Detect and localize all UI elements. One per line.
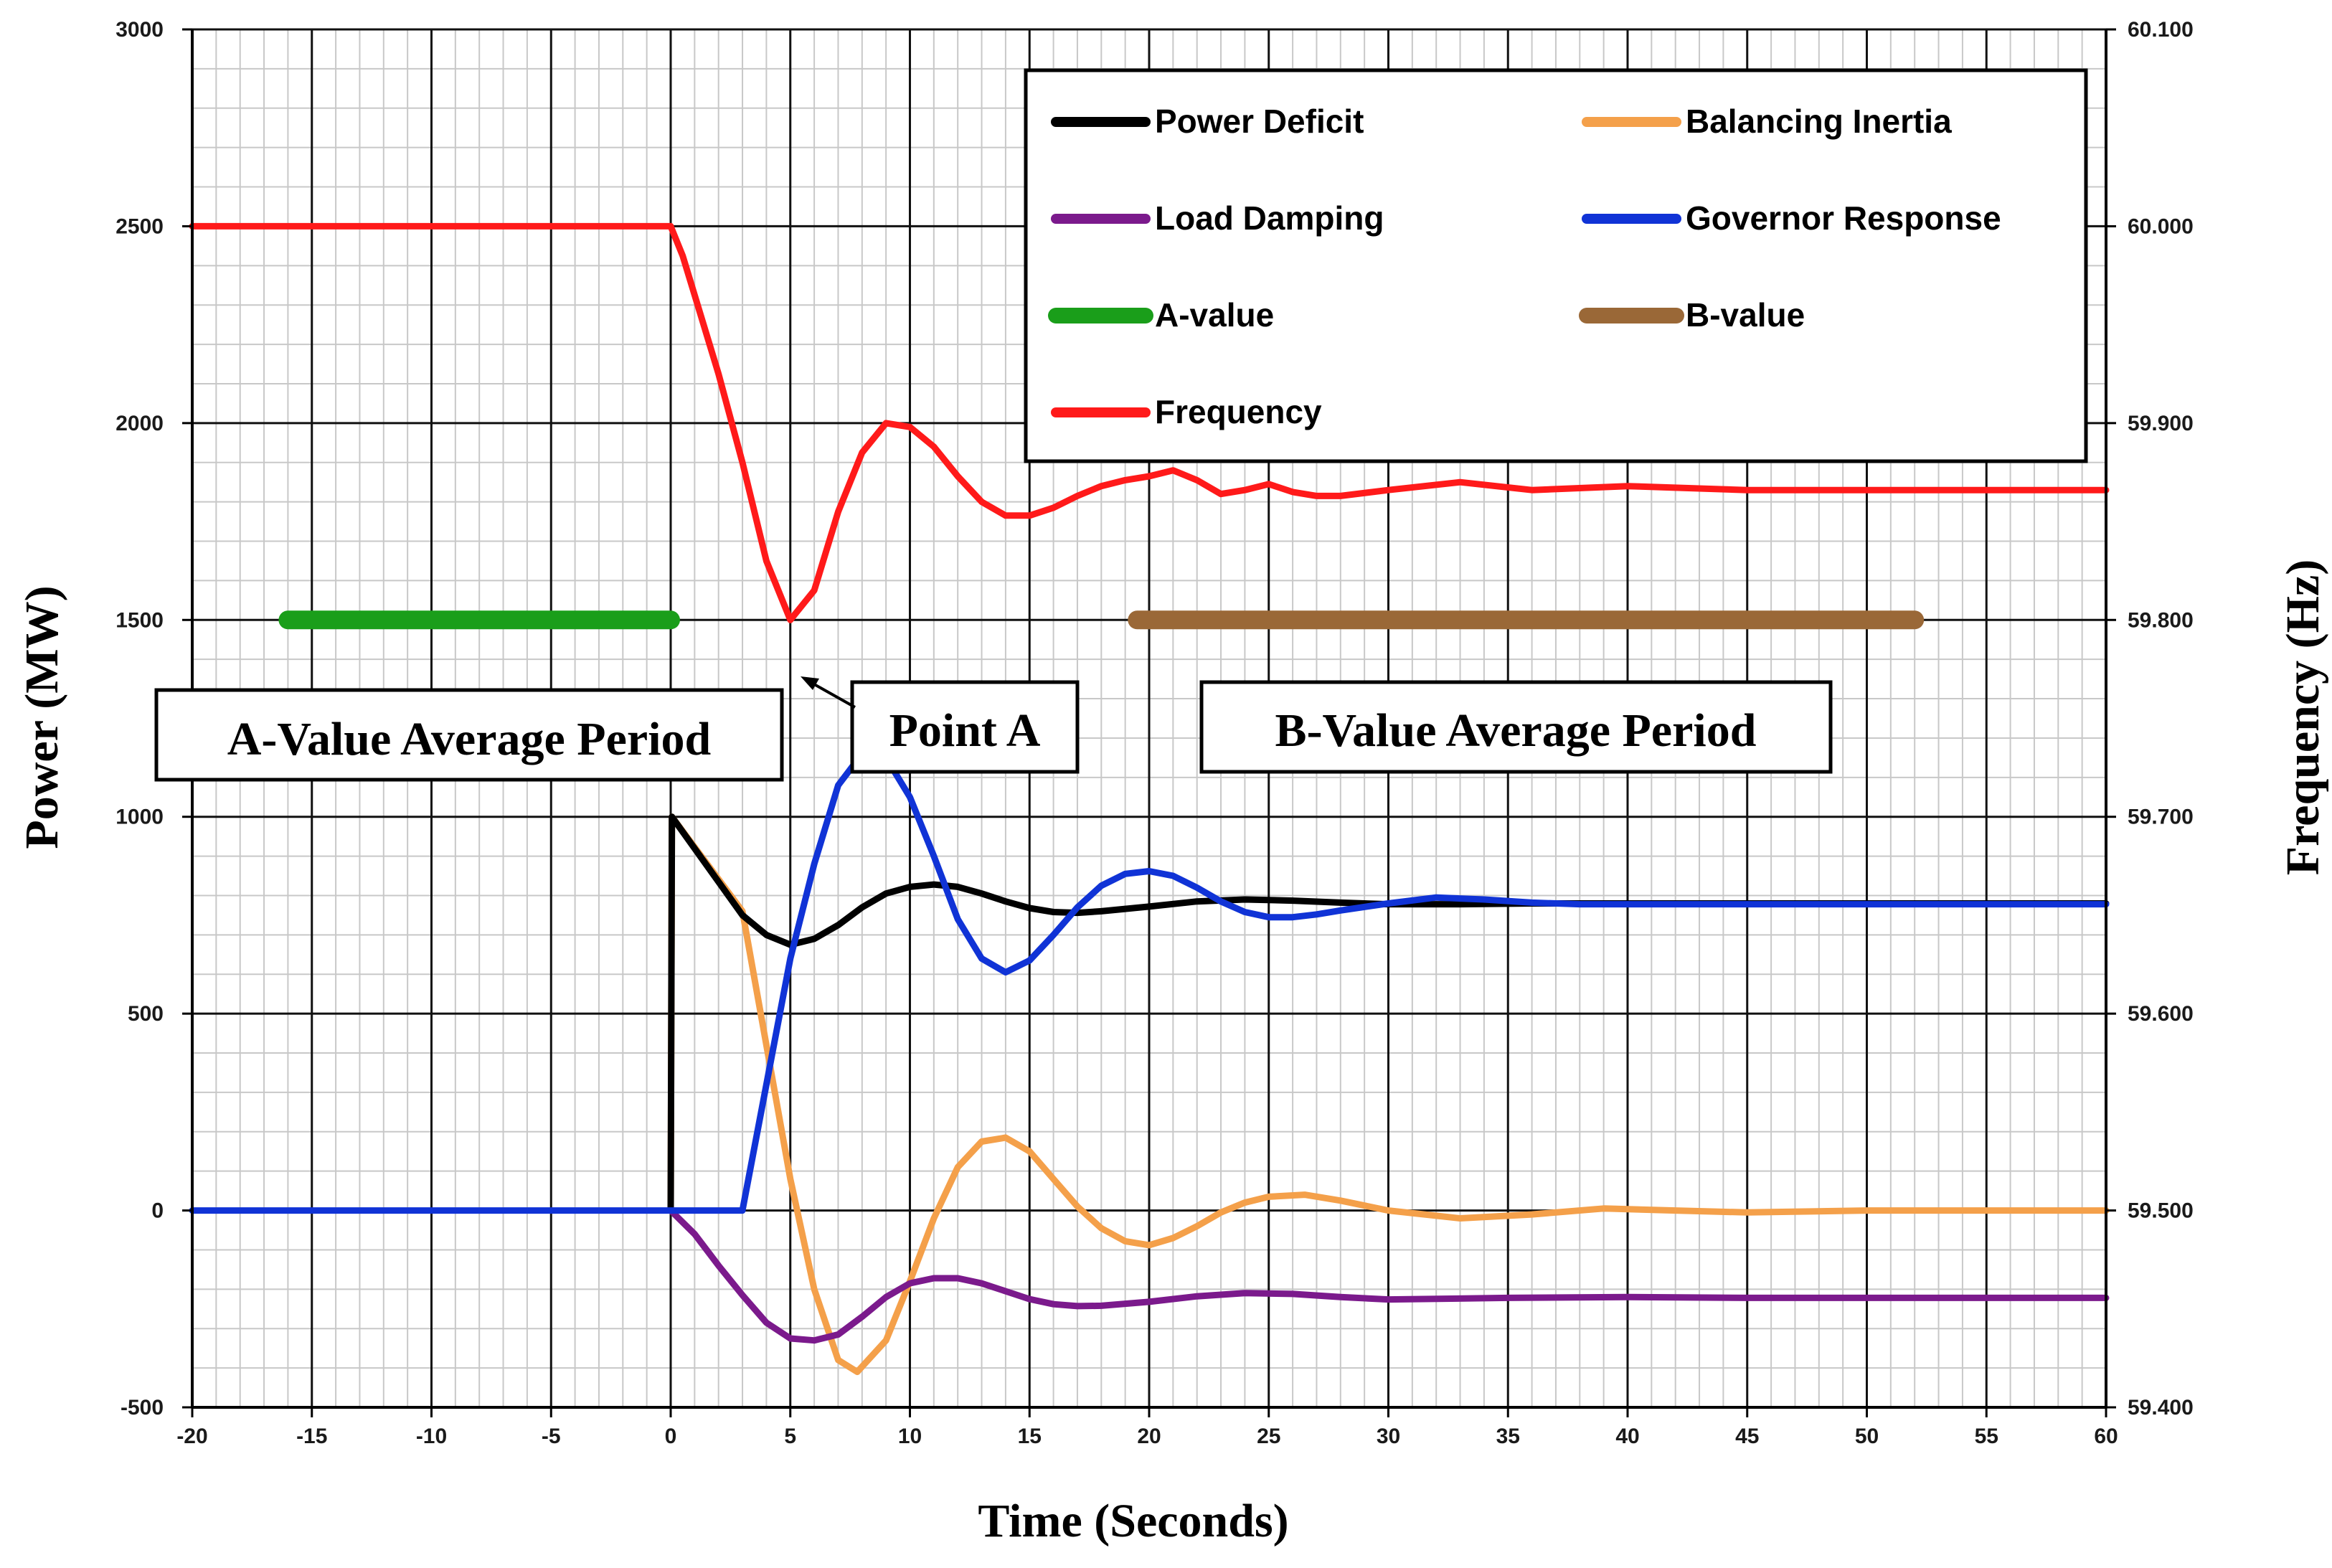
legend-label-governor-response: Governor Response (1686, 199, 2001, 237)
y2-tick-label: 59.800 (2128, 608, 2194, 632)
y2-tick-label: 59.900 (2128, 412, 2194, 435)
legend-label-power-deficit: Power Deficit (1155, 103, 1364, 140)
legend: Power Deficit Balancing Inertia Load Dam… (1024, 68, 2088, 463)
legend-item-power-deficit: Power Deficit (1051, 103, 1364, 140)
legend-label-a-value: A-value (1155, 296, 1274, 334)
series-layer (189, 222, 2110, 1376)
x-tick-label: 20 (1137, 1425, 1161, 1448)
x-tick-label: 60 (2094, 1425, 2118, 1448)
legend-item-balancing-inertia: Balancing Inertia (1582, 103, 1952, 140)
x-tick-label: -15 (296, 1425, 327, 1448)
y2-tick-label: 59.600 (2128, 1002, 2194, 1026)
x-tick-label: 5 (784, 1425, 796, 1448)
y2-tick-label: 59.700 (2128, 806, 2194, 829)
y-tick-label: 500 (128, 1002, 164, 1026)
legend-label-balancing-inertia: Balancing Inertia (1686, 103, 1952, 140)
a-period-box (154, 688, 784, 782)
x-tick-label: 40 (1615, 1425, 1639, 1448)
legend-item-frequency: Frequency (1051, 393, 1322, 430)
legend-label-frequency: Frequency (1155, 393, 1322, 430)
y2-axis-title: Frequency (Hz) (2277, 559, 2329, 876)
y-tick-label: -500 (121, 1396, 164, 1420)
x-tick-label: 35 (1496, 1425, 1520, 1448)
x-tick-label: 0 (665, 1425, 677, 1448)
y-tick-label: 1500 (115, 608, 164, 632)
y-tick-label: 0 (151, 1199, 164, 1223)
y-tick-label: 1000 (115, 806, 164, 829)
series-load-damping (667, 1207, 2110, 1344)
b-period-annotation: B-Value Average Period (1199, 680, 1833, 774)
x-tick-label: -10 (416, 1425, 447, 1448)
y-tick-label: 2500 (115, 214, 164, 238)
a-period-label: A-Value Average Period (227, 713, 712, 765)
series-frequency (189, 222, 2110, 623)
x-tick-label: 25 (1257, 1425, 1280, 1448)
legend-item-b-value: B-value (1579, 296, 1805, 334)
b-period-box (1199, 680, 1833, 774)
b-period-label: B-Value Average Period (1275, 704, 1757, 757)
y2-tick-label: 59.500 (2128, 1199, 2194, 1223)
legend-item-load-damping: Load Damping (1051, 199, 1384, 237)
y2-tick-label: 60.100 (2128, 18, 2194, 42)
legend-label-load-damping: Load Damping (1155, 199, 1384, 237)
point-a-annotation: Point A (801, 676, 1080, 774)
x-tick-label: 30 (1377, 1425, 1400, 1448)
legend-item-governor-response: Governor Response (1582, 199, 2001, 237)
series-balancing-inertia (667, 813, 2110, 1376)
y2-tick-label: 60.000 (2128, 214, 2194, 238)
series-governor-response (189, 750, 2110, 1214)
legend-label-b-value: B-value (1686, 296, 1805, 334)
x-axis-title: Time (Seconds) (978, 1495, 1288, 1547)
x-tick-label: 15 (1018, 1425, 1042, 1448)
legend-box (1024, 68, 2088, 463)
point-a-label: Point A (889, 704, 1041, 757)
x-tick-label: 45 (1735, 1425, 1759, 1448)
x-tick-label: 55 (1975, 1425, 1998, 1448)
x-tick-label: -20 (176, 1425, 207, 1448)
x-tick-label: 10 (898, 1425, 922, 1448)
point-a-box (850, 680, 1080, 774)
a-period-annotation: A-Value Average Period (154, 688, 784, 782)
legend-item-a-value: A-value (1048, 296, 1274, 334)
x-tick-label: 50 (1855, 1425, 1879, 1448)
y-tick-label: 3000 (115, 18, 164, 42)
y2-tick-label: 59.400 (2128, 1396, 2194, 1420)
y-tick-label: 2000 (115, 412, 164, 435)
y-axis-title: Power (MW) (16, 585, 68, 849)
axes: -20 -15 -10 -5 0 5 10 15 20 25 30 35 40 45 50 55 60 -500 0… (115, 18, 2194, 1448)
point-a-arrowhead (801, 676, 819, 690)
point-a-arrow (808, 680, 856, 709)
x-tick-label: -5 (542, 1425, 561, 1448)
